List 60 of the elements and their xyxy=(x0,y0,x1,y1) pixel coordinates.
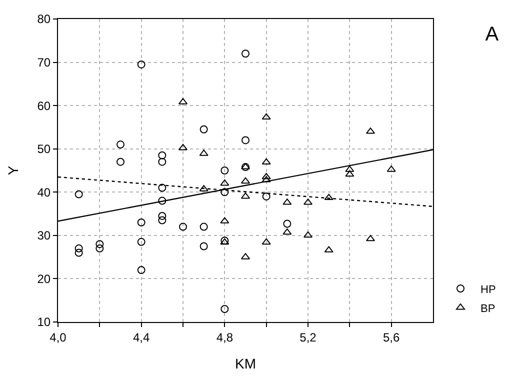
point xyxy=(242,136,250,144)
point xyxy=(200,125,208,134)
x-tick-label: 4,8 xyxy=(216,330,234,344)
point xyxy=(345,170,354,177)
point xyxy=(262,172,271,180)
point xyxy=(137,238,146,246)
point xyxy=(262,113,271,120)
point xyxy=(116,158,124,166)
y-tick-label: 80 xyxy=(37,12,51,26)
y-axis-title: Y xyxy=(4,165,21,176)
point xyxy=(137,60,146,68)
point xyxy=(74,248,83,257)
point xyxy=(242,50,250,58)
point xyxy=(158,212,166,220)
point xyxy=(282,228,292,235)
point xyxy=(74,244,83,252)
legend-label: BP xyxy=(480,302,496,315)
point xyxy=(200,242,208,250)
point xyxy=(303,231,313,238)
y-tick-label: 60 xyxy=(37,98,51,113)
x-tick-label: 4,0 xyxy=(50,330,67,344)
point xyxy=(158,158,166,166)
point xyxy=(240,192,250,199)
y-tick-label: 50 xyxy=(37,142,51,156)
point xyxy=(220,179,230,186)
point xyxy=(96,244,104,252)
y-tick-label: 70 xyxy=(37,55,51,70)
y-tick-label: 30 xyxy=(37,228,51,243)
point xyxy=(200,222,208,231)
x-tick-label: 5,6 xyxy=(382,330,400,344)
point xyxy=(137,218,146,226)
y-tick-label: 20 xyxy=(37,272,51,286)
point xyxy=(324,194,334,200)
point xyxy=(242,163,250,172)
y-tick-label: 10 xyxy=(37,315,51,330)
point xyxy=(262,238,271,245)
x-tick-label: 5,2 xyxy=(300,330,317,344)
point xyxy=(220,166,229,174)
y-tick-label: 40 xyxy=(37,185,51,200)
x-tick-label: 4,4 xyxy=(132,330,150,344)
point xyxy=(283,220,292,228)
point xyxy=(240,177,250,184)
point xyxy=(366,234,376,242)
point xyxy=(116,140,124,149)
point xyxy=(220,188,229,196)
point xyxy=(262,158,271,165)
point xyxy=(178,144,188,150)
point xyxy=(158,216,166,224)
point xyxy=(137,266,146,274)
point xyxy=(96,240,104,248)
text: A xyxy=(485,24,500,46)
point xyxy=(220,305,229,314)
point xyxy=(262,192,270,200)
point xyxy=(158,184,166,192)
point xyxy=(158,151,166,160)
point xyxy=(74,190,83,198)
legend-label: HP xyxy=(480,284,496,296)
point xyxy=(179,222,187,231)
x-axis-title: KM xyxy=(235,356,256,372)
point xyxy=(158,196,166,205)
